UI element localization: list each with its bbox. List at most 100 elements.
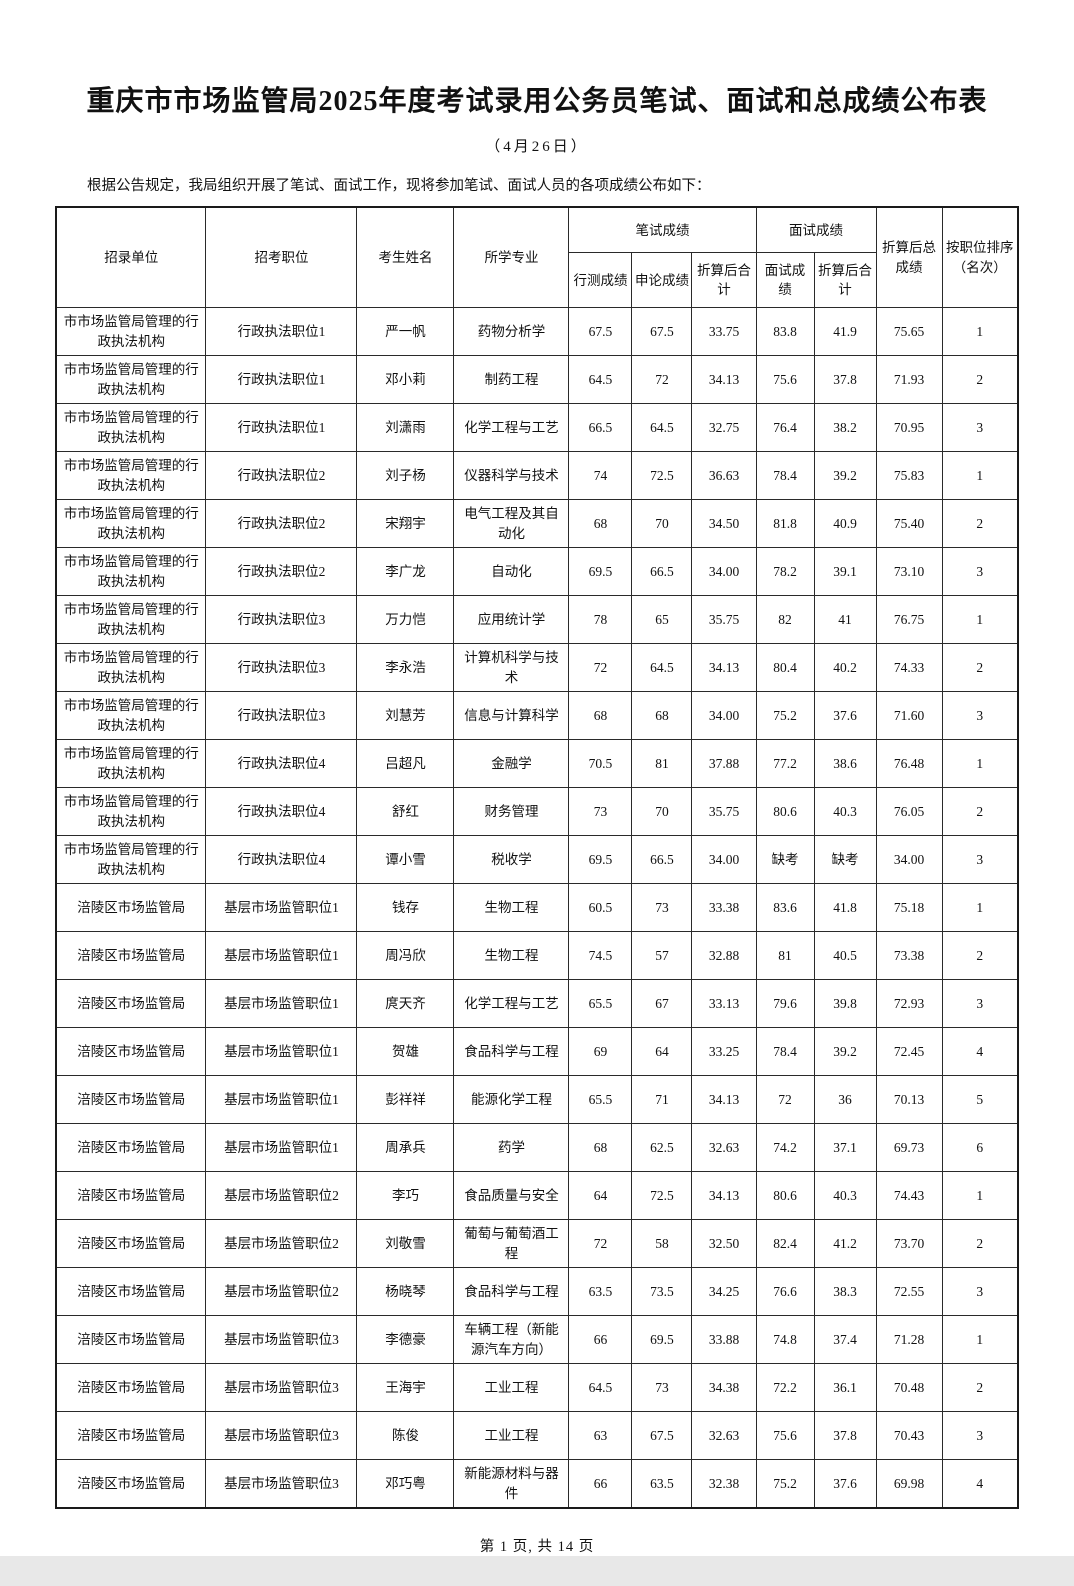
cell-unit: 市市场监管局管理的行政执法机构: [55, 691, 207, 741]
score-table: 招录单位 招考职位 考生姓名 所学专业 笔试成绩 面试成绩 折算后总成绩 按职位…: [54, 206, 1020, 1510]
table-row: 市市场监管局管理的行政执法机构 行政执法职位3 李永浩 计算机科学与技术 72 64.5 3…: [55, 643, 1019, 693]
cell-position: 基层市场监管职位1: [205, 1123, 358, 1173]
cell-major: 葡萄与葡萄酒工程: [453, 1219, 570, 1269]
cell-xingce-score: 68: [568, 1123, 633, 1173]
cell-shenlun-score: 81: [631, 739, 693, 789]
cell-xingce-score: 74.5: [568, 931, 633, 981]
header-unit: 招录单位: [55, 206, 207, 309]
cell-shenlun-score: 73: [631, 883, 693, 933]
cell-interview-score: 75.6: [755, 1411, 815, 1461]
cell-position: 基层市场监管职位1: [205, 883, 358, 933]
cell-position: 基层市场监管职位3: [205, 1315, 358, 1365]
cell-interview-total: 41.2: [813, 1219, 877, 1269]
cell-candidate-name: 严一帆: [356, 307, 455, 357]
cell-final-total: 75.65: [875, 307, 943, 357]
cell-candidate-name: 宋翔宇: [356, 499, 455, 549]
cell-xingce-score: 66.5: [568, 403, 633, 453]
cell-rank: 1: [941, 451, 1019, 501]
cell-written-total: 32.75: [691, 403, 757, 453]
cell-position: 基层市场监管职位3: [205, 1459, 358, 1509]
cell-interview-total: 39.1: [813, 547, 877, 597]
cell-candidate-name: 王海宇: [356, 1363, 455, 1413]
cell-candidate-name: 周冯欣: [356, 931, 455, 981]
page-number: 第 1 页, 共 14 页: [479, 1539, 595, 1556]
cell-unit: 市市场监管局管理的行政执法机构: [55, 787, 207, 837]
cell-final-total: 72.93: [875, 979, 943, 1029]
cell-shenlun-score: 67.5: [631, 1411, 693, 1461]
cell-position: 基层市场监管职位1: [205, 1027, 358, 1077]
cell-final-total: 76.05: [875, 787, 943, 837]
table-row: 涪陵区市场监管局 基层市场监管职位1 庹天齐 化学工程与工艺 65.5 67 33.13 79…: [55, 979, 1019, 1029]
cell-xingce-score: 63: [568, 1411, 633, 1461]
cell-interview-total: 40.2: [813, 643, 877, 693]
cell-candidate-name: 贺雄: [356, 1027, 455, 1077]
cell-xingce-score: 72: [568, 643, 633, 693]
cell-candidate-name: 李德豪: [356, 1315, 455, 1365]
cell-position: 基层市场监管职位1: [205, 979, 358, 1029]
cell-interview-score: 78.4: [755, 1027, 815, 1077]
cell-written-total: 34.00: [691, 691, 757, 741]
cell-shenlun-score: 63.5: [631, 1459, 693, 1509]
table-row: 涪陵区市场监管局 基层市场监管职位2 李巧 食品质量与安全 64 72.5 34.13 80.…: [55, 1171, 1019, 1221]
cell-written-total: 34.38: [691, 1363, 757, 1413]
cell-unit: 涪陵区市场监管局: [55, 979, 207, 1029]
cell-final-total: 70.13: [875, 1075, 943, 1125]
cell-unit: 市市场监管局管理的行政执法机构: [55, 739, 207, 789]
cell-shenlun-score: 67: [631, 979, 693, 1029]
cell-major: 制药工程: [453, 355, 570, 405]
cell-unit: 涪陵区市场监管局: [55, 883, 207, 933]
table-row: 市市场监管局管理的行政执法机构 行政执法职位1 刘潇雨 化学工程与工艺 66.5 64.5…: [55, 403, 1019, 453]
cell-major: 计算机科学与技术: [453, 643, 570, 693]
cell-interview-score: 74.2: [755, 1123, 815, 1173]
cell-candidate-name: 杨晓琴: [356, 1267, 455, 1317]
cell-unit: 涪陵区市场监管局: [55, 1411, 207, 1461]
cell-candidate-name: 刘潇雨: [356, 403, 455, 453]
table-row: 市市场监管局管理的行政执法机构 行政执法职位3 万力恺 应用统计学 78 65 35.75 8…: [55, 595, 1019, 645]
header-xingce: 行测成绩: [568, 252, 633, 309]
cell-candidate-name: 刘慧芳: [356, 691, 455, 741]
cell-candidate-name: 钱存: [356, 883, 455, 933]
cell-interview-score: 83.6: [755, 883, 815, 933]
header-interview-group: 面试成绩: [755, 206, 877, 254]
table-row: 涪陵区市场监管局 基层市场监管职位2 刘敬雪 葡萄与葡萄酒工程 72 58 32.50 82.…: [55, 1219, 1019, 1269]
cell-written-total: 35.75: [691, 787, 757, 837]
cell-final-total: 73.70: [875, 1219, 943, 1269]
cell-shenlun-score: 65: [631, 595, 693, 645]
cell-final-total: 72.45: [875, 1027, 943, 1077]
header-shenlun: 申论成绩: [631, 252, 693, 309]
cell-interview-total: 37.1: [813, 1123, 877, 1173]
cell-candidate-name: 彭祥祥: [356, 1075, 455, 1125]
cell-shenlun-score: 70: [631, 787, 693, 837]
cell-interview-score: 缺考: [755, 835, 815, 885]
cell-xingce-score: 70.5: [568, 739, 633, 789]
cell-unit: 涪陵区市场监管局: [55, 1123, 207, 1173]
cell-shenlun-score: 72.5: [631, 1171, 693, 1221]
header-rank: 按职位排序（名次）: [941, 206, 1019, 309]
cell-xingce-score: 68: [568, 499, 633, 549]
cell-candidate-name: 邓巧粤: [356, 1459, 455, 1509]
cell-interview-score: 77.2: [755, 739, 815, 789]
cell-written-total: 32.88: [691, 931, 757, 981]
cell-interview-total: 36: [813, 1075, 877, 1125]
cell-written-total: 34.00: [691, 547, 757, 597]
cell-major: 金融学: [453, 739, 570, 789]
cell-rank: 1: [941, 1315, 1019, 1365]
cell-shenlun-score: 62.5: [631, 1123, 693, 1173]
cell-xingce-score: 64.5: [568, 1363, 633, 1413]
cell-written-total: 33.38: [691, 883, 757, 933]
cell-written-total: 32.50: [691, 1219, 757, 1269]
cell-rank: 2: [941, 1219, 1019, 1269]
cell-written-total: 33.25: [691, 1027, 757, 1077]
cell-final-total: 74.43: [875, 1171, 943, 1221]
cell-candidate-name: 刘子杨: [356, 451, 455, 501]
cell-final-total: 73.38: [875, 931, 943, 981]
header-interview-total: 折算后合计: [813, 252, 877, 309]
cell-position: 行政执法职位4: [205, 787, 358, 837]
cell-shenlun-score: 70: [631, 499, 693, 549]
cell-final-total: 70.43: [875, 1411, 943, 1461]
cell-rank: 2: [941, 931, 1019, 981]
cell-major: 化学工程与工艺: [453, 979, 570, 1029]
cell-shenlun-score: 67.5: [631, 307, 693, 357]
cell-interview-total: 39.8: [813, 979, 877, 1029]
